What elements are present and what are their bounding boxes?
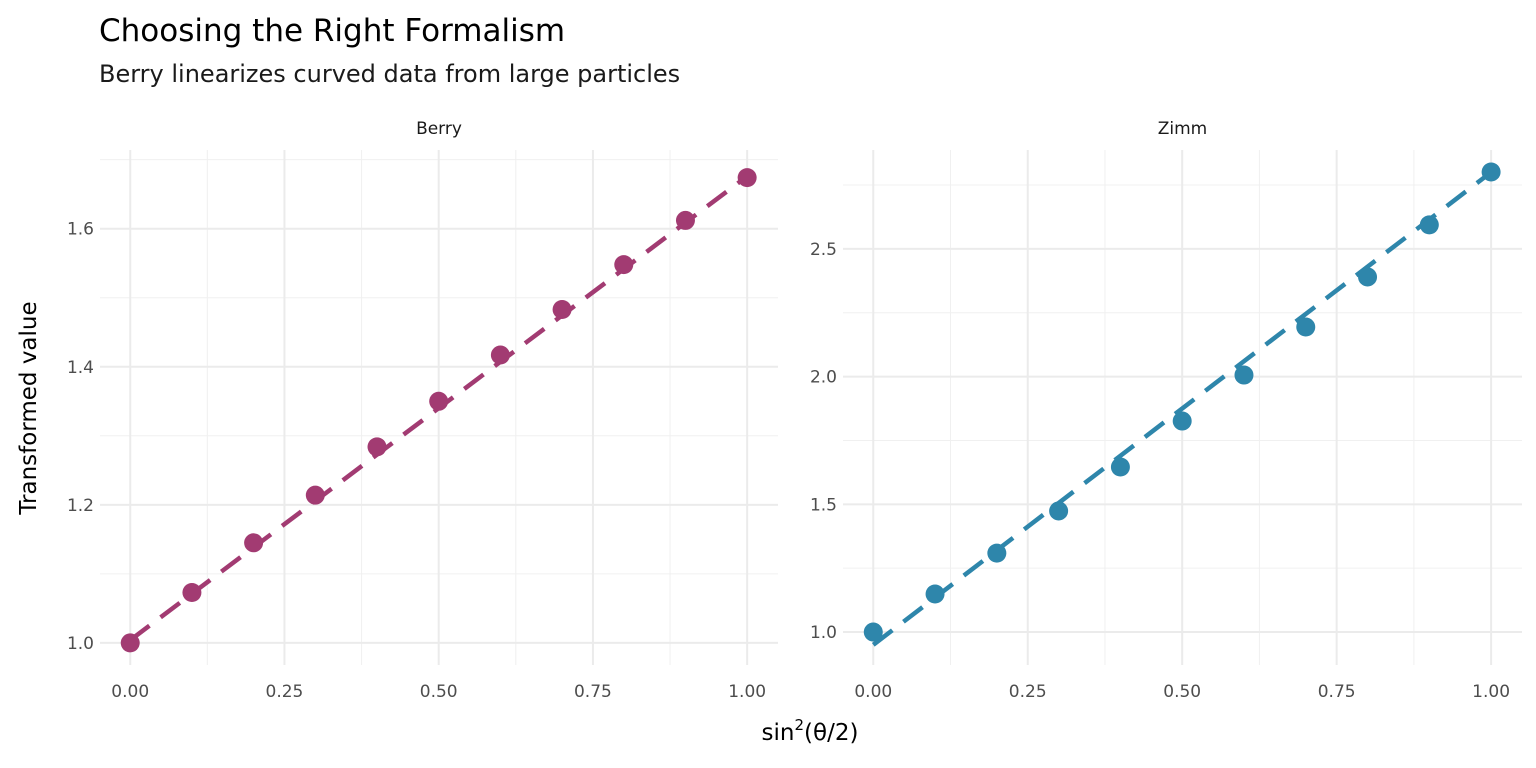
y-tick-label: 1.6 <box>67 220 94 240</box>
data-point <box>305 485 325 505</box>
y-tick-label: 1.4 <box>67 358 94 378</box>
x-tick-label: 1.00 <box>1472 682 1510 702</box>
x-axis-label: sin2(θ/2) <box>762 716 859 746</box>
panel-berry: 1.0 1.2 1.4 1.6 0.00 0.25 0.50 0.75 1.00 Berry <box>67 119 778 702</box>
x-tick-label: 0.00 <box>111 682 149 702</box>
y-tick-label: 2.0 <box>810 368 837 388</box>
chart-title: Choosing the Right Formalism <box>99 13 565 49</box>
x-tick-label: 0.75 <box>574 682 612 702</box>
data-point <box>1358 267 1378 287</box>
data-point <box>863 622 883 642</box>
y-tick-label: 2.5 <box>810 240 837 260</box>
panel-zimm: 1.0 1.5 2.0 2.5 0.00 0.25 0.50 0.75 1.00 Zimm <box>810 119 1522 702</box>
x-tick-label: 0.25 <box>1009 682 1047 702</box>
facet-strip-label: Zimm <box>1158 119 1208 139</box>
data-point <box>737 168 757 188</box>
x-tick-label: 0.75 <box>1318 682 1356 702</box>
data-point <box>552 299 572 319</box>
data-point <box>1172 411 1192 431</box>
y-tick-label: 1.2 <box>67 496 94 516</box>
data-point <box>182 583 202 603</box>
data-point <box>120 633 140 653</box>
data-point <box>987 543 1007 563</box>
data-point <box>614 255 634 275</box>
x-tick-label: 1.00 <box>728 682 766 702</box>
x-tick-label: 0.50 <box>420 682 458 702</box>
facet-strip-label: Berry <box>416 119 462 139</box>
data-point <box>1110 457 1130 477</box>
y-tick-label: 1.0 <box>67 634 94 654</box>
data-point <box>1419 215 1439 235</box>
data-point <box>1049 501 1069 521</box>
x-tick-label: 0.50 <box>1163 682 1201 702</box>
chart-subtitle: Berry linearizes curved data from large … <box>99 60 680 88</box>
x-tick-label: 0.25 <box>266 682 304 702</box>
y-tick-label: 1.5 <box>810 495 837 515</box>
data-point <box>1296 317 1316 337</box>
x-tick-label: 0.00 <box>854 682 892 702</box>
y-axis-label: Transformed value <box>16 301 42 515</box>
data-point <box>925 584 945 604</box>
data-point <box>367 437 387 457</box>
data-point <box>675 210 695 230</box>
data-point <box>429 391 449 411</box>
data-point <box>1481 162 1501 182</box>
y-tick-label: 1.0 <box>810 623 837 643</box>
fit-line <box>871 170 1493 647</box>
data-point <box>244 533 264 553</box>
data-point <box>1234 365 1254 385</box>
data-point <box>490 345 510 365</box>
